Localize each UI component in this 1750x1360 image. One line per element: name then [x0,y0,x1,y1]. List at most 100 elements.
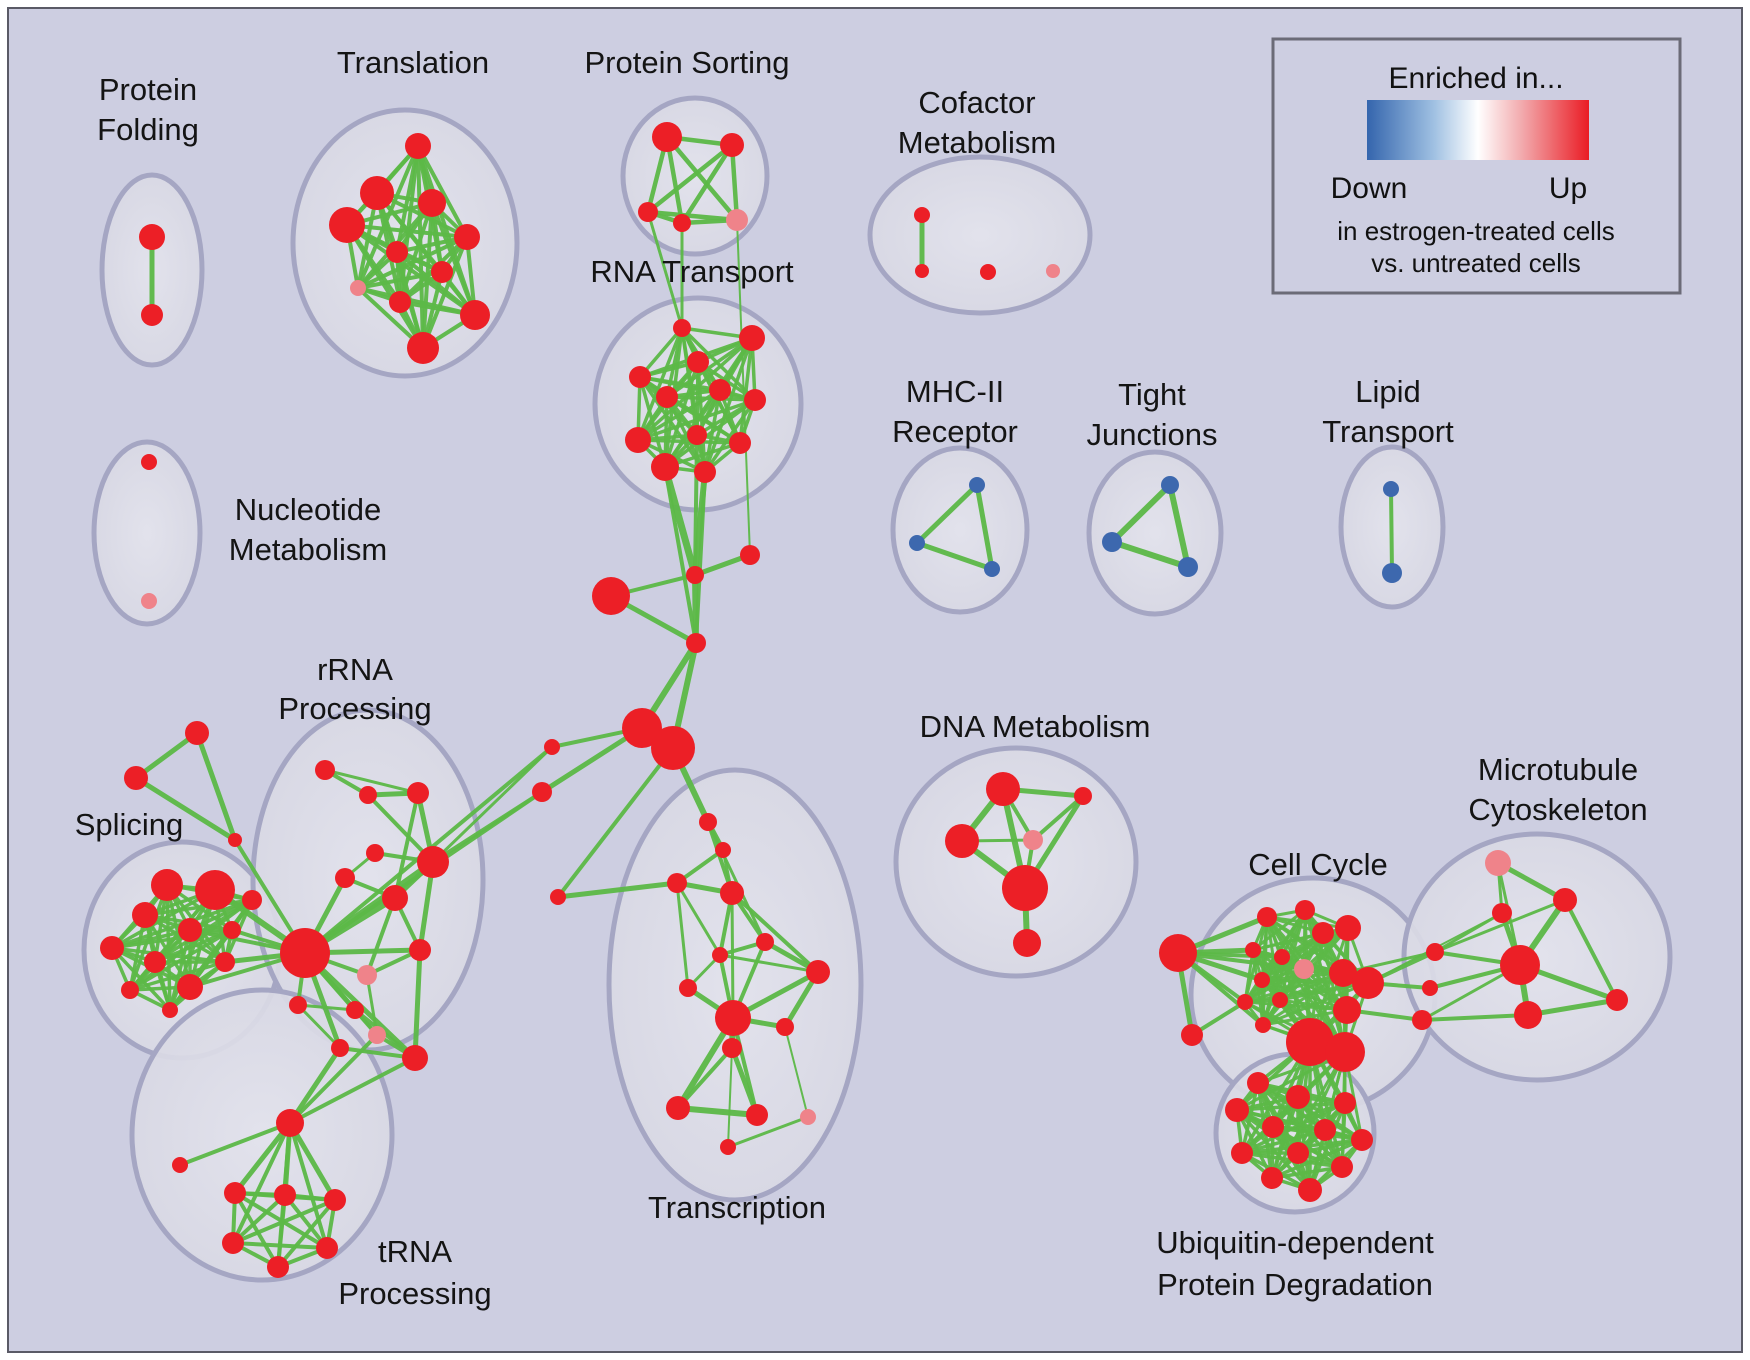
rrna-processing-node[interactable] [357,965,377,985]
connectors-node[interactable] [651,726,695,770]
nucleotide-metabolism-node[interactable] [141,454,157,470]
cofactor-metabolism-node[interactable] [980,264,996,280]
rrna-processing-node[interactable] [407,782,429,804]
mhc-ii-receptor-node[interactable] [909,535,925,551]
cell-cycle-node[interactable] [1181,1024,1203,1046]
rna-transport-node[interactable] [687,425,707,445]
translation-node[interactable] [389,291,411,313]
connectors-node[interactable] [699,813,717,831]
connectors-node[interactable] [124,766,148,790]
tight-junctions-node[interactable] [1178,557,1198,577]
transcription-node[interactable] [756,933,774,951]
microtubule-cytoskeleton-node[interactable] [1606,989,1628,1011]
cell-cycle-node[interactable] [1312,922,1334,944]
connectors-node[interactable] [544,739,560,755]
connectors-node[interactable] [622,708,662,748]
transcription-node[interactable] [800,1109,816,1125]
translation-node[interactable] [329,207,365,243]
rna-transport-node[interactable] [629,366,651,388]
microtubule-cytoskeleton-node[interactable] [1514,1001,1542,1029]
rrna-processing-node[interactable] [402,1045,428,1071]
microtubule-cytoskeleton-node[interactable] [1500,945,1540,985]
rna-transport-node[interactable] [673,319,691,337]
cell-cycle-node[interactable] [1329,959,1357,987]
cell-cycle-node[interactable] [1257,907,1277,927]
cell-cycle-node[interactable] [1272,992,1288,1008]
rna-transport-node[interactable] [739,325,765,351]
connectors-node[interactable] [740,545,760,565]
ubiquitin-degradation-node[interactable] [1262,1116,1284,1138]
splicing-node[interactable] [144,951,166,973]
cell-cycle-node[interactable] [1294,959,1314,979]
trna-processing-node[interactable] [172,1157,188,1173]
dna-metabolism-node[interactable] [1074,787,1092,805]
lipid-transport-node[interactable] [1382,563,1402,583]
trna-processing-node[interactable] [267,1256,289,1278]
transcription-node[interactable] [667,873,687,893]
cell-cycle-node[interactable] [1159,934,1197,972]
cell-cycle-node[interactable] [1422,980,1438,996]
microtubule-cytoskeleton-node[interactable] [1485,850,1511,876]
cell-cycle-node[interactable] [1333,996,1361,1024]
trna-processing-node[interactable] [274,1184,296,1206]
transcription-node[interactable] [666,1096,690,1120]
cell-cycle-node[interactable] [1286,1018,1334,1066]
splicing-node[interactable] [151,869,183,901]
translation-node[interactable] [405,133,431,159]
trna-processing-node[interactable] [276,1109,304,1137]
protein-folding-node[interactable] [141,304,163,326]
cell-cycle-node[interactable] [1325,1032,1365,1072]
cell-cycle-node[interactable] [1254,972,1270,988]
cell-cycle-node[interactable] [1295,900,1315,920]
transcription-node[interactable] [720,881,744,905]
microtubule-cytoskeleton-node[interactable] [1492,903,1512,923]
cell-cycle-node[interactable] [1412,1010,1432,1030]
rrna-processing-node[interactable] [359,786,377,804]
dna-metabolism-node[interactable] [1013,929,1041,957]
ubiquitin-degradation-node[interactable] [1334,1092,1356,1114]
dna-metabolism-node[interactable] [1023,830,1043,850]
protein-sorting-node[interactable] [673,214,691,232]
mhc-ii-receptor-node[interactable] [984,561,1000,577]
rrna-processing-node[interactable] [409,939,431,961]
transcription-node[interactable] [720,1139,736,1155]
transcription-node[interactable] [722,1038,742,1058]
rna-transport-node[interactable] [651,453,679,481]
rrna-processing-node[interactable] [331,1039,349,1057]
splicing-node[interactable] [223,921,241,939]
rrna-processing-node[interactable] [315,760,335,780]
splicing-node[interactable] [121,981,139,999]
connectors-node[interactable] [715,842,731,858]
dna-metabolism-node[interactable] [1002,865,1048,911]
nucleotide-metabolism-node[interactable] [141,593,157,609]
ubiquitin-degradation-node[interactable] [1247,1072,1269,1094]
rrna-processing-node[interactable] [335,868,355,888]
rna-transport-node[interactable] [694,461,716,483]
translation-node[interactable] [431,261,453,283]
rrna-processing-node[interactable] [346,1001,364,1019]
connectors-node[interactable] [228,833,242,847]
rrna-processing-node[interactable] [280,928,330,978]
ubiquitin-degradation-node[interactable] [1225,1098,1249,1122]
rrna-processing-node[interactable] [366,844,384,862]
rna-transport-node[interactable] [709,379,731,401]
splicing-node[interactable] [162,1002,178,1018]
trna-processing-node[interactable] [316,1237,338,1259]
rna-transport-node[interactable] [687,351,709,373]
transcription-node[interactable] [715,1000,751,1036]
cofactor-metabolism-node[interactable] [1046,264,1060,278]
tight-junctions-node[interactable] [1161,476,1179,494]
splicing-node[interactable] [195,870,235,910]
protein-sorting-node[interactable] [652,122,682,152]
translation-node[interactable] [407,332,439,364]
rrna-processing-node[interactable] [417,846,449,878]
protein-sorting-node[interactable] [720,133,744,157]
splicing-node[interactable] [177,974,203,1000]
protein-sorting-node[interactable] [726,209,748,231]
trna-processing-node[interactable] [222,1232,244,1254]
transcription-node[interactable] [776,1018,794,1036]
cell-cycle-node[interactable] [1237,994,1253,1010]
cell-cycle-node[interactable] [1255,1017,1271,1033]
rna-transport-node[interactable] [729,432,751,454]
cofactor-metabolism-node[interactable] [914,207,930,223]
